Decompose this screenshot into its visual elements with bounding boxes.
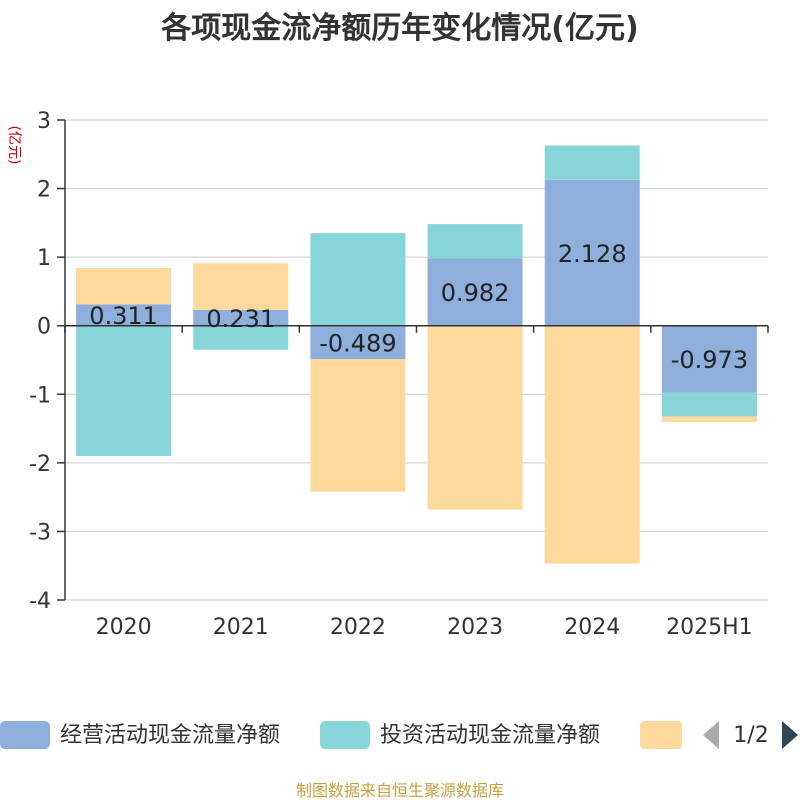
y-tick-label: -1 bbox=[29, 383, 51, 408]
x-tick-label: 2024 bbox=[564, 615, 620, 640]
bar-segment bbox=[310, 359, 406, 492]
x-tick-labels: 2020 2021 2022 2023 2024 2025H1 bbox=[96, 615, 753, 640]
data-label: -0.973 bbox=[671, 346, 748, 374]
bar-segment bbox=[193, 263, 289, 310]
y-axis-label: (亿元) bbox=[6, 126, 22, 165]
legend: 经营活动现金流量净额 投资活动现金流量净额 1/2 bbox=[0, 721, 798, 749]
y-tick-label: 0 bbox=[37, 315, 51, 340]
bar-segment bbox=[661, 416, 757, 422]
legend-swatch-investing[interactable] bbox=[320, 721, 370, 749]
data-label: 0.311 bbox=[89, 302, 158, 330]
x-tick-label: 2023 bbox=[447, 615, 503, 640]
y-tick-label: 2 bbox=[37, 178, 51, 203]
legend-swatch-operating[interactable] bbox=[0, 721, 50, 749]
y-tick-label: -4 bbox=[29, 589, 51, 614]
data-label: 0.982 bbox=[441, 279, 510, 307]
bar-segment bbox=[310, 325, 406, 360]
legend-next-page-icon[interactable] bbox=[782, 721, 798, 749]
bar-segment bbox=[193, 325, 289, 350]
legend-page-indicator: 1/2 bbox=[733, 723, 768, 748]
bar-segment bbox=[544, 179, 640, 326]
chart-title: 各项现金流净额历年变化情况(亿元) bbox=[160, 11, 638, 46]
x-tick-label: 2021 bbox=[213, 615, 269, 640]
gridlines bbox=[57, 119, 768, 601]
legend-label-investing[interactable]: 投资活动现金流量净额 bbox=[380, 723, 600, 748]
bars bbox=[76, 145, 757, 564]
x-tick-label: 2022 bbox=[330, 615, 386, 640]
data-label: 0.231 bbox=[206, 305, 275, 333]
axes bbox=[64, 120, 769, 600]
data-label: -0.489 bbox=[319, 329, 396, 357]
y-tick-label: 1 bbox=[37, 246, 51, 271]
bar-segment bbox=[544, 145, 640, 180]
bar-segment bbox=[310, 233, 406, 326]
y-tick-label: -2 bbox=[29, 452, 51, 477]
bar-segment bbox=[427, 258, 523, 326]
x-tick-label: 2020 bbox=[96, 615, 152, 640]
data-label: 2.128 bbox=[558, 240, 627, 268]
bar-segment bbox=[427, 325, 523, 510]
legend-swatch-financing[interactable] bbox=[640, 721, 682, 749]
bar-segment bbox=[76, 268, 172, 305]
bar-segment bbox=[544, 325, 640, 564]
y-tick-label: 3 bbox=[37, 109, 51, 134]
y-tick-label: -3 bbox=[29, 520, 51, 545]
legend-label-operating[interactable]: 经营活动现金流量净额 bbox=[60, 723, 280, 748]
legend-prev-page-icon[interactable] bbox=[703, 721, 719, 749]
bar-segment bbox=[661, 325, 757, 393]
bar-segment bbox=[427, 224, 523, 259]
y-tick-labels: 3 2 1 0 -1 -2 -3 -4 bbox=[29, 109, 51, 614]
bar-segment bbox=[76, 304, 172, 326]
bar-segment bbox=[661, 392, 757, 417]
x-tick-label: 2025H1 bbox=[666, 615, 753, 640]
data-labels: 0.311 0.231 -0.489 0.982 2.128 -0.973 bbox=[89, 240, 748, 374]
bar-segment bbox=[193, 309, 289, 326]
bar-segment bbox=[76, 325, 172, 456]
data-source-note: 制图数据来自恒生聚源数据库 bbox=[296, 781, 504, 800]
